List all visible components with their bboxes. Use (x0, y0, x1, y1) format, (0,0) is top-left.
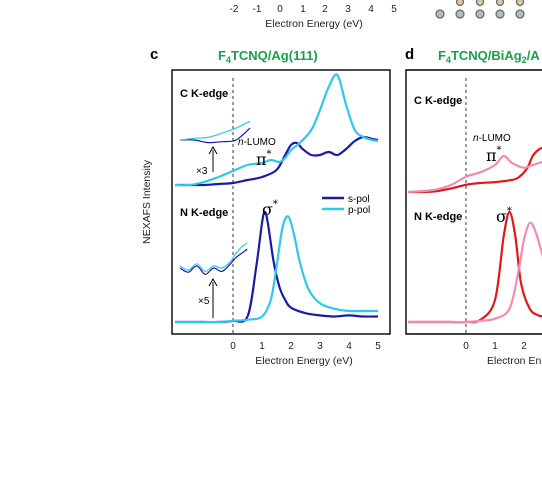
panel-d-frame (405, 69, 542, 335)
atom-marker (515, 9, 525, 19)
atom-lattice (435, 0, 525, 19)
panel-c-letter: c (150, 46, 158, 63)
panel-d-n-edge-label: N K-edge (414, 211, 462, 223)
panel-d-x-axis-label: Electron En (487, 355, 541, 367)
panel-c-curves (174, 73, 379, 324)
panel-d-p-pol-c-k-edge-curve (407, 154, 542, 194)
panel-c-x-axis-label: Electron Energy (eV) (255, 355, 352, 367)
panel-c-y-axis-label: NEXAFS Intensity (141, 159, 153, 244)
panel-c-arrows (208, 145, 218, 318)
top-tick-label: 1 (300, 4, 306, 15)
top-tick-label: 0 (277, 4, 283, 15)
panel-c-tick-label: 0 (230, 341, 236, 352)
top-tick-label: 4 (368, 4, 374, 15)
top-fragment-axis: -2 -1 0 1 2 3 4 5 Electron Energy (eV) (230, 4, 398, 30)
atom-marker (495, 0, 505, 7)
panel-d-letter: d (405, 46, 414, 63)
panel-c-sigma-star-label: σ* (262, 199, 278, 219)
panel-c-title: F4TCNQ/Ag(111) (218, 48, 318, 65)
atom-marker (475, 0, 485, 7)
panel-d-sigma-star-label: σ* (496, 206, 512, 226)
panel-c-up-arrow-head (208, 145, 218, 155)
panel-d-tick-label: 1 (492, 341, 498, 352)
panel-c-p-pol-c-k-edge-curve (174, 73, 379, 187)
panel-d-pi-star-label: π* (486, 145, 502, 165)
legend-p-pol-label: p-pol (348, 205, 370, 216)
top-tick-label: 5 (391, 4, 397, 15)
panel-c-frame (171, 69, 391, 335)
panel-c-lumo-label: n-LUMO (238, 137, 276, 148)
panel-c-up-arrow-head (208, 277, 218, 287)
panel-d-curves (407, 146, 542, 324)
panel-c-n-edge-label: N K-edge (180, 207, 228, 219)
top-tick-label: 2 (322, 4, 328, 15)
panel-d-tick-label: 0 (463, 341, 469, 352)
panel-c-tick-label: 5 (375, 341, 381, 352)
atom-marker (515, 0, 525, 7)
panel-c-multiplier-n: ×5 (198, 296, 210, 307)
top-tick-label: 3 (345, 4, 351, 15)
top-tick-label: -2 (230, 4, 239, 15)
panel-d-lumo-label: n-LUMO (473, 133, 511, 144)
panel-c-s-pol-c-k-edge-inset-x3-curve (179, 127, 251, 144)
panel-c-pi-star-label: π* (256, 149, 272, 169)
panel-c-tick-label: 4 (346, 341, 352, 352)
panel-d-x-axis: 0 1 2 (463, 341, 527, 352)
panel-c-p-pol-n-k-edge-inset-x5-curve (179, 242, 248, 272)
panel-d-s-pol-c-k-edge-curve (407, 146, 542, 194)
panel-c-p-pol-c-k-edge-inset-x3-curve (179, 120, 251, 141)
panel-c-legend: s-pol p-pol (322, 194, 370, 216)
panel-c-tick-label: 1 (259, 341, 265, 352)
atom-marker (455, 0, 465, 7)
atom-marker (455, 9, 465, 19)
panel-d-s-pol-n-k-edge-curve (408, 210, 542, 324)
atom-marker (435, 9, 445, 19)
panel-c-p-pol-n-k-edge-curve (175, 215, 378, 324)
panel-c-c-edge-label: C K-edge (180, 88, 228, 100)
atom-marker (475, 9, 485, 19)
panel-c-tick-label: 3 (317, 341, 323, 352)
panel-d-p-pol-n-k-edge-curve (408, 221, 542, 324)
panel-c-tick-label: 2 (288, 341, 294, 352)
panel-c-s-pol-c-k-edge-curve (174, 135, 379, 187)
panel-d-c-edge-label: C K-edge (414, 95, 462, 107)
panel-d-title: F4TCNQ/BiAg2/A (438, 48, 540, 65)
atom-marker (495, 9, 505, 19)
panel-c-s-pol-n-k-edge-inset-x5-curve (179, 248, 248, 275)
panel-c-multiplier-c: ×3 (196, 166, 208, 177)
legend-s-pol-label: s-pol (348, 194, 370, 205)
panel-d-tick-label: 2 (521, 341, 527, 352)
top-x-axis-label: Electron Energy (eV) (265, 18, 362, 30)
panel-c-x-axis: 0 1 2 3 4 5 (230, 341, 381, 352)
top-tick-label: -1 (253, 4, 262, 15)
